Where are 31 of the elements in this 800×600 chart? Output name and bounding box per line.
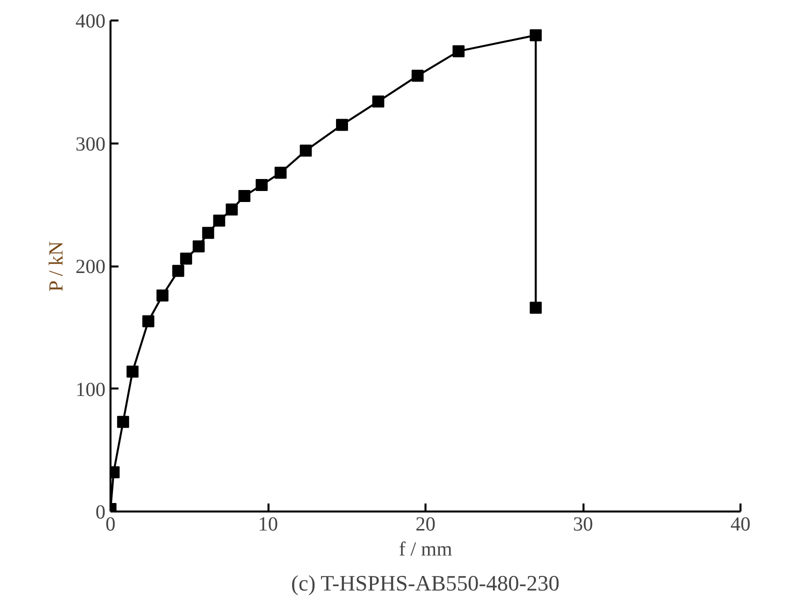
point [192, 240, 205, 252]
point [372, 96, 384, 108]
point [530, 302, 542, 314]
x-tick-label: 30 [573, 514, 593, 536]
x-tick-label: 20 [416, 514, 436, 536]
point [238, 190, 250, 202]
point [256, 178, 268, 191]
point [126, 366, 139, 378]
point [300, 144, 312, 157]
point [274, 166, 287, 179]
point [226, 204, 238, 216]
text: (c) T-HSPHS-AB550-480-230 [291, 570, 560, 596]
x-axis-title: f / mm [398, 538, 453, 560]
point [117, 416, 130, 428]
point [530, 29, 542, 42]
point [142, 315, 154, 328]
y-tick-label: 100 [76, 378, 106, 401]
point [180, 252, 192, 265]
y-tick-label: 200 [76, 256, 106, 278]
point [336, 118, 348, 131]
point [213, 214, 226, 227]
point [412, 70, 424, 82]
x-tick-label: 10 [258, 514, 278, 536]
point [452, 45, 465, 58]
y-axis-title: P / kN [46, 241, 68, 292]
point [202, 226, 214, 239]
point [156, 289, 168, 302]
y-tick-label: 300 [76, 133, 106, 156]
y-tick-label: 400 [76, 10, 106, 32]
point [172, 264, 184, 277]
x-tick-label: 40 [730, 514, 750, 536]
